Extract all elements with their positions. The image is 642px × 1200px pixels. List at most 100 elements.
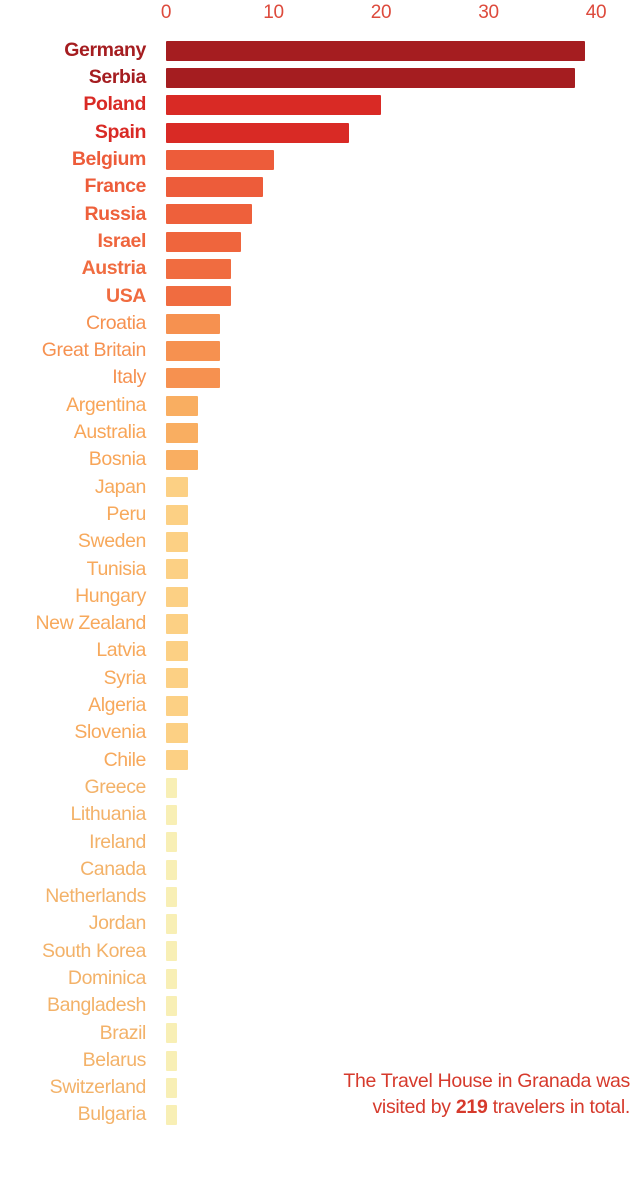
- bar-track: [166, 504, 596, 525]
- bar: [166, 723, 188, 744]
- country-label: Netherlands: [45, 885, 146, 908]
- country-label: Jordan: [88, 912, 147, 935]
- x-axis-tick: 20: [370, 2, 392, 23]
- bar: [166, 259, 231, 280]
- country-label: Sweden: [77, 530, 146, 553]
- country-label: Dominica: [67, 966, 146, 989]
- bar-track: [166, 422, 596, 443]
- bar-row: Australia: [0, 419, 642, 446]
- bar-track: [166, 177, 596, 198]
- country-label: Latvia: [96, 639, 146, 662]
- bar-track: [166, 641, 596, 662]
- bar: [166, 504, 188, 525]
- bar-row: Italy: [0, 365, 642, 392]
- country-label: New Zealand: [35, 612, 147, 635]
- bar: [166, 914, 177, 935]
- bar-row: Germany: [0, 37, 642, 64]
- country-label: Bulgaria: [77, 1103, 147, 1126]
- bar: [166, 613, 188, 634]
- bar-row: Syria: [0, 665, 642, 692]
- bar-row: Argentina: [0, 392, 642, 419]
- bar-row: Lithuania: [0, 801, 642, 828]
- bar-row: Japan: [0, 474, 642, 501]
- country-label: Peru: [106, 502, 146, 525]
- country-label: Serbia: [88, 66, 147, 89]
- bar-track: [166, 914, 596, 935]
- bar: [166, 641, 188, 662]
- bar: [166, 231, 242, 252]
- bar-track: [166, 613, 596, 634]
- bar-track: [166, 695, 596, 716]
- bar-track: [166, 777, 596, 798]
- country-label: Croatia: [85, 311, 146, 334]
- chart-rows: Germany Serbia Poland Spain Belgium France Rus…: [0, 37, 642, 1129]
- bar-row: France: [0, 173, 642, 200]
- bar: [166, 477, 188, 498]
- bar-row: Great Britain: [0, 337, 642, 364]
- country-label: Great Britain: [41, 339, 147, 362]
- bar-track: [166, 67, 596, 88]
- bar-track: [166, 259, 596, 280]
- bar: [166, 122, 349, 143]
- country-label: Belgium: [71, 148, 147, 171]
- bar-row: Poland: [0, 92, 642, 119]
- annotation-line2-suffix: travelers in total.: [487, 1096, 631, 1118]
- country-label: Tunisia: [86, 557, 147, 580]
- bar-track: [166, 996, 596, 1017]
- bar-track: [166, 340, 596, 361]
- bar-row: Croatia: [0, 310, 642, 337]
- annotation-line1: The Travel House in Granada was: [343, 1070, 630, 1092]
- country-label: South Korea: [41, 939, 146, 962]
- country-label: Algeria: [88, 694, 146, 717]
- bar-row: USA: [0, 283, 642, 310]
- bar: [166, 777, 177, 798]
- bar-track: [166, 886, 596, 907]
- bar-track: [166, 723, 596, 744]
- bar-row: Dominica: [0, 965, 642, 992]
- bar: [166, 368, 220, 389]
- country-label: Belarus: [82, 1048, 147, 1071]
- bar-row: Jordan: [0, 911, 642, 938]
- annotation-line2-prefix: visited by: [372, 1096, 456, 1118]
- bar-track: [166, 368, 596, 389]
- total-count: 219: [455, 1096, 488, 1118]
- bar-track: [166, 395, 596, 416]
- bar-track: [166, 95, 596, 116]
- bar: [166, 996, 177, 1017]
- country-label: Spain: [94, 120, 146, 143]
- x-axis-tick: 40: [585, 2, 607, 23]
- x-axis-tick: 30: [478, 2, 499, 23]
- country-label: Brazil: [99, 1021, 147, 1044]
- bar-row: Bulgaria: [0, 1102, 642, 1129]
- bar: [166, 40, 586, 61]
- country-label: Canada: [80, 857, 146, 880]
- bar-track: [166, 40, 596, 61]
- bar-row: Peru: [0, 501, 642, 528]
- country-label: Hungary: [75, 584, 146, 607]
- bar-track: [166, 832, 596, 853]
- total-annotation: The Travel House in Granada was visited …: [343, 1068, 630, 1120]
- bar: [166, 395, 199, 416]
- bar-track: [166, 231, 596, 252]
- bar-track: [166, 450, 596, 471]
- bar: [166, 886, 177, 907]
- country-label: Japan: [94, 475, 147, 498]
- bar-track: [166, 122, 596, 143]
- bar-row: Switzerland: [0, 1074, 642, 1101]
- country-label: Argentina: [66, 393, 146, 416]
- bar-row: Canada: [0, 856, 642, 883]
- bar: [166, 1077, 177, 1098]
- bar: [166, 1050, 177, 1071]
- bar: [166, 286, 231, 307]
- bar-row: Latvia: [0, 638, 642, 665]
- bar-track: [166, 668, 596, 689]
- country-label: Slovenia: [74, 721, 146, 744]
- x-axis-tick: 10: [263, 2, 284, 23]
- bar-row: Netherlands: [0, 883, 642, 910]
- country-label: Russia: [84, 202, 146, 225]
- bar: [166, 941, 177, 962]
- bar-track: [166, 804, 596, 825]
- bar-row: South Korea: [0, 938, 642, 965]
- country-label: Israel: [97, 229, 146, 252]
- country-label: Chile: [103, 748, 147, 771]
